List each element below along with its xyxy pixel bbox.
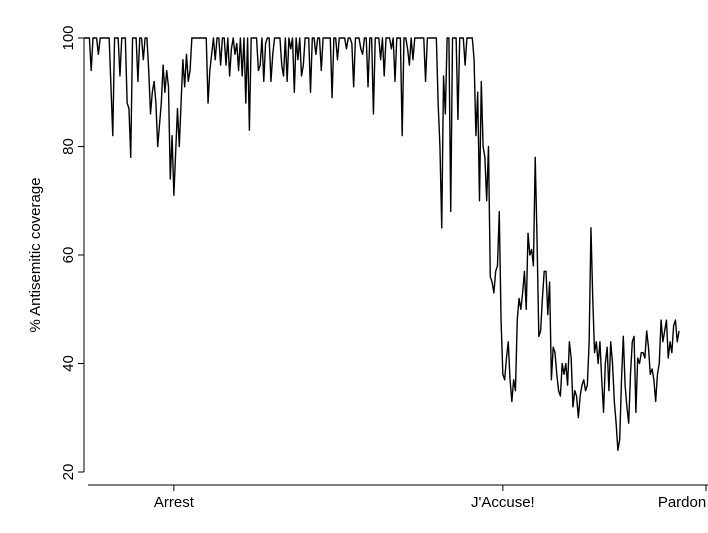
series-layer: [84, 37, 680, 451]
y-tick-label: 100: [60, 25, 77, 50]
y-tick-label: 20: [60, 464, 77, 481]
x-axis: Arrest J'Accuse! Pardon: [88, 484, 708, 511]
x-tick-label: Pardon: [658, 494, 706, 511]
x-tick-label: Arrest: [154, 494, 195, 511]
x-tick-label: J'Accuse!: [471, 494, 535, 511]
y-axis: 20 40 60 80 100: [60, 25, 85, 481]
y-tick-label: 40: [60, 355, 77, 372]
y-axis-title: % Antisemitic coverage: [27, 177, 44, 332]
y-tick-label: 60: [60, 247, 77, 264]
y-tick-label: 80: [60, 138, 77, 155]
series-line: [84, 37, 680, 451]
